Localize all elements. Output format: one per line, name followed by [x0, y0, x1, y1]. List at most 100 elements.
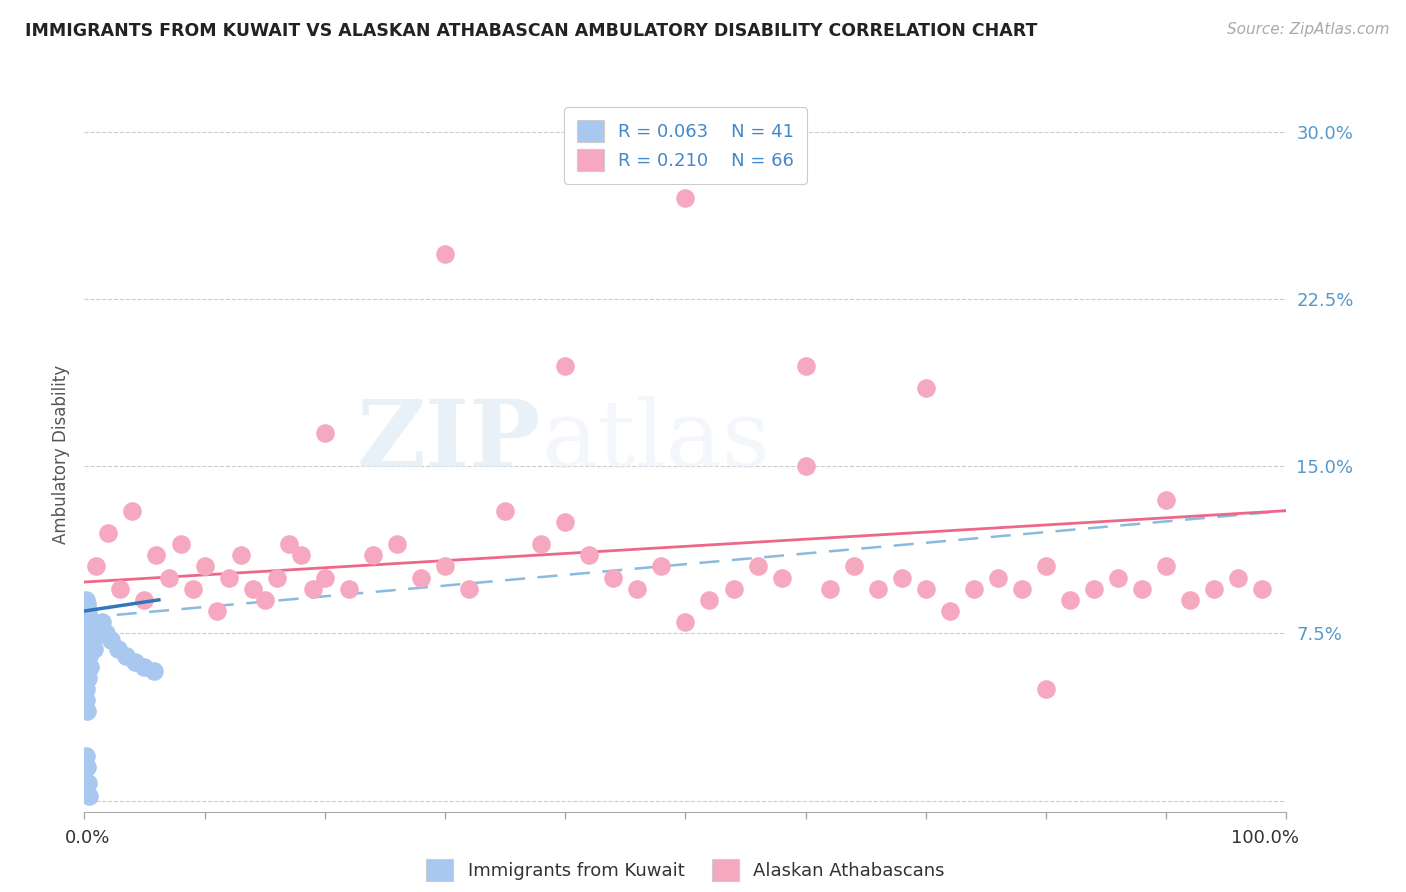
Point: [76, 705, 98, 719]
Point: [75, 693, 97, 707]
Point: [100, 633, 122, 648]
Point: [987, 571, 1010, 585]
Point: [75, 592, 97, 607]
Point: [229, 548, 252, 563]
Point: [1156, 559, 1178, 574]
Point: [301, 582, 323, 596]
Y-axis label: Ambulatory Disability: Ambulatory Disability: [52, 366, 70, 544]
Point: [963, 582, 986, 596]
Point: [75, 660, 97, 674]
Point: [1130, 582, 1153, 596]
Point: [1156, 492, 1178, 507]
Point: [747, 559, 769, 574]
Point: [79, 660, 101, 674]
Point: [1227, 571, 1250, 585]
Point: [626, 582, 648, 596]
Point: [77, 619, 100, 633]
Point: [253, 592, 276, 607]
Legend: Immigrants from Kuwait, Alaskan Athabascans: Immigrants from Kuwait, Alaskan Athabasc…: [419, 852, 952, 888]
Point: [143, 664, 166, 678]
Point: [76, 598, 98, 612]
Point: [699, 592, 721, 607]
Text: atlas: atlas: [541, 396, 770, 485]
Point: [77, 610, 100, 624]
Point: [75, 671, 97, 685]
Point: [79, 615, 101, 630]
Point: [76, 671, 98, 685]
Point: [361, 548, 384, 563]
Point: [458, 582, 481, 596]
Point: [818, 582, 841, 596]
Point: [91, 615, 114, 630]
Point: [218, 571, 240, 585]
Point: [675, 615, 697, 630]
Point: [1180, 592, 1202, 607]
Point: [76, 642, 98, 657]
Point: [1035, 559, 1057, 574]
Point: [890, 571, 912, 585]
Point: [75, 648, 97, 663]
Text: ZIP: ZIP: [357, 396, 541, 485]
Point: [723, 582, 745, 596]
Point: [97, 526, 120, 541]
Point: [80, 626, 103, 640]
Point: [75, 749, 97, 764]
Point: [1251, 582, 1274, 596]
Point: [76, 610, 98, 624]
Point: [76, 760, 98, 774]
Point: [76, 626, 98, 640]
Point: [145, 548, 167, 563]
Point: [86, 559, 108, 574]
Text: IMMIGRANTS FROM KUWAIT VS ALASKAN ATHABASCAN AMBULATORY DISABILITY CORRELATION C: IMMIGRANTS FROM KUWAIT VS ALASKAN ATHABA…: [25, 22, 1038, 40]
Point: [1204, 582, 1226, 596]
Point: [242, 582, 264, 596]
Point: [650, 559, 672, 574]
Point: [385, 537, 408, 551]
Point: [1059, 592, 1081, 607]
Point: [794, 458, 817, 473]
Point: [1035, 681, 1057, 696]
Point: [115, 648, 138, 663]
Point: [75, 604, 97, 618]
Point: [205, 604, 228, 618]
Point: [314, 425, 336, 440]
Point: [266, 571, 288, 585]
Point: [157, 571, 180, 585]
Point: [1083, 582, 1105, 596]
Point: [337, 582, 360, 596]
Point: [1011, 582, 1033, 596]
Point: [82, 633, 104, 648]
Point: [1107, 571, 1129, 585]
Point: [86, 626, 108, 640]
Point: [110, 582, 132, 596]
Point: [77, 637, 100, 651]
Point: [866, 582, 889, 596]
Point: [494, 503, 516, 517]
Point: [277, 537, 299, 551]
Point: [83, 642, 105, 657]
Point: [75, 681, 97, 696]
Point: [75, 615, 97, 630]
Point: [77, 775, 100, 790]
Point: [939, 604, 962, 618]
Point: [77, 604, 100, 618]
Point: [602, 571, 624, 585]
Point: [169, 537, 191, 551]
Point: [794, 359, 817, 373]
Point: [75, 626, 97, 640]
Point: [290, 548, 312, 563]
Point: [434, 559, 457, 574]
Point: [121, 503, 143, 517]
Point: [107, 642, 129, 657]
Point: [675, 192, 697, 206]
Point: [77, 789, 100, 803]
Point: [124, 655, 146, 669]
Point: [770, 571, 793, 585]
Text: 0.0%: 0.0%: [65, 829, 110, 847]
Point: [314, 571, 336, 585]
Point: [554, 359, 576, 373]
Text: Source: ZipAtlas.com: Source: ZipAtlas.com: [1226, 22, 1389, 37]
Text: 100.0%: 100.0%: [1232, 829, 1299, 847]
Point: [134, 592, 156, 607]
Point: [181, 582, 204, 596]
